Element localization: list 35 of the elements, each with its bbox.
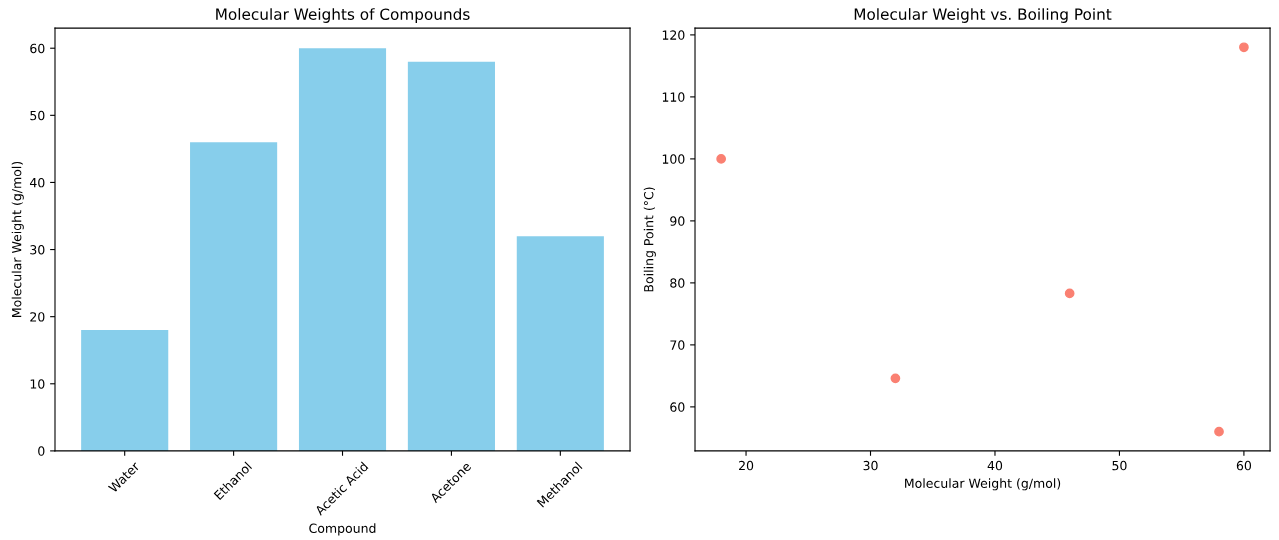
- bar: [516, 236, 604, 451]
- y-tick-label: 40: [29, 177, 45, 188]
- x-axis-title: Compound: [309, 523, 376, 536]
- y-tick-label: 80: [670, 278, 685, 288]
- x-axis-title: Molecular Weight (g/mol): [905, 478, 1061, 491]
- y-tick-label: 30: [30, 245, 45, 255]
- y-axis-title: Molecular Weight (g/mol): [11, 161, 24, 317]
- y-tick-label: 110: [662, 92, 685, 102]
- bar: [190, 142, 278, 451]
- y-tick-label: 10: [30, 379, 45, 389]
- y-tick-label: 120: [662, 30, 685, 40]
- point: [890, 373, 901, 384]
- x-tick-label: 50: [1112, 460, 1127, 471]
- y-tick-label: 0: [38, 446, 45, 456]
- point: [1239, 42, 1249, 53]
- y-tick-label: 20: [30, 312, 45, 322]
- x-tick-label: 30: [863, 460, 878, 471]
- y-tick-label: 100: [662, 154, 685, 164]
- y-tick-label: 50: [30, 110, 45, 121]
- point: [1064, 288, 1075, 299]
- x-tick-label: 40: [987, 460, 1003, 471]
- y-axis-title: Boiling Point (°C): [643, 187, 656, 292]
- x-tick-label: 20: [739, 460, 754, 471]
- point: [716, 154, 727, 164]
- bar: [298, 48, 387, 451]
- y-tick-label: 70: [670, 340, 685, 350]
- chart-title: Molecular Weights of Compounds: [216, 8, 470, 23]
- chart-title: Molecular Weight vs. Boiling Point: [854, 8, 1112, 23]
- y-tick-label: 90: [670, 216, 685, 226]
- bar: [81, 330, 169, 451]
- bar: [407, 61, 495, 451]
- y-tick-label: 60: [670, 402, 685, 412]
- point: [1214, 426, 1224, 437]
- x-tick-label: 60: [1236, 460, 1252, 471]
- y-tick-label: 60: [30, 43, 45, 54]
